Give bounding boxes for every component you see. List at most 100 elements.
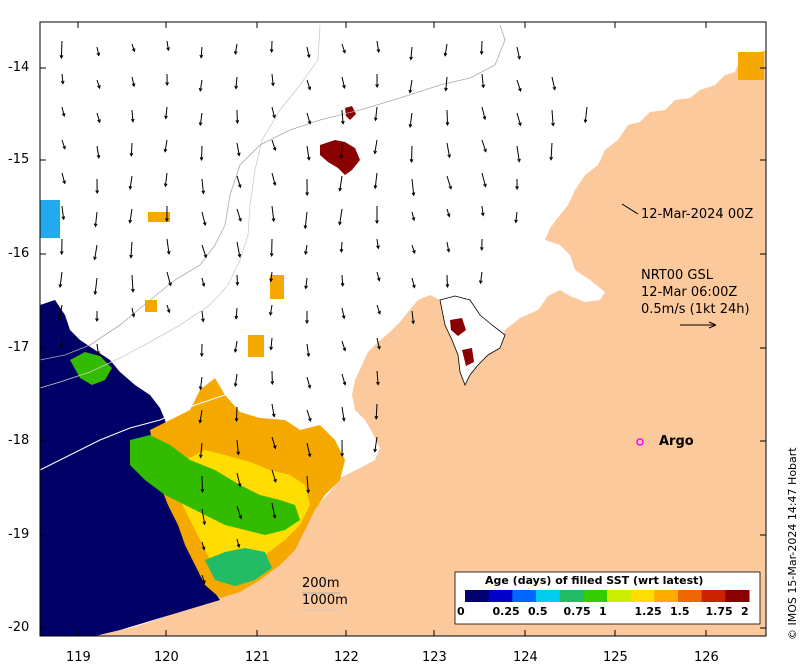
current-arrow	[234, 340, 238, 352]
sst-orange-patch	[148, 212, 170, 222]
contour-1000m	[39, 24, 321, 389]
current-arrowhead	[198, 386, 203, 391]
current-arrowhead	[60, 80, 65, 85]
current-arrow	[411, 310, 414, 324]
current-arrow	[165, 106, 168, 119]
current-arrow	[131, 109, 134, 122]
current-arrowhead	[199, 353, 204, 358]
current-arrowhead	[373, 185, 378, 190]
current-arrowhead	[199, 54, 204, 59]
current-arrowhead	[163, 148, 168, 153]
current-arrowhead	[130, 118, 135, 123]
current-arrow	[446, 241, 450, 252]
current-arrowhead	[583, 119, 588, 124]
current-arrowhead	[62, 180, 66, 185]
current-arrowhead	[517, 158, 521, 163]
current-arrow	[235, 76, 238, 89]
sst-green-south	[205, 548, 272, 586]
current-arrowhead	[271, 82, 275, 87]
colorbar-label: 1	[599, 605, 607, 618]
current-arrow	[551, 109, 554, 126]
current-arrow	[199, 112, 203, 126]
y-tick-label: -20	[8, 620, 30, 635]
current-arrowhead	[166, 250, 171, 255]
sst-green-region	[130, 435, 300, 535]
product-label: NRT00 GSL	[641, 268, 713, 283]
current-arrowhead	[373, 150, 377, 155]
current-arrowhead	[131, 288, 135, 293]
colorbar-segment	[488, 590, 513, 602]
x-tick-label: 125	[603, 650, 628, 665]
current-arrow	[59, 271, 63, 288]
current-arrowhead	[375, 220, 379, 225]
track-date-label: 12-Mar-2024 00Z	[641, 207, 754, 222]
colorbar-segment	[701, 590, 726, 602]
colorbar-segment	[512, 590, 537, 602]
sst-orange-patch	[738, 52, 764, 80]
current-arrowhead	[376, 245, 380, 250]
current-arrowhead	[129, 254, 133, 259]
current-arrow	[341, 76, 345, 89]
current-arrow	[411, 211, 415, 221]
argo-marker[interactable]	[636, 438, 644, 446]
current-arrow	[584, 106, 588, 123]
x-tick-label: 126	[694, 650, 719, 665]
y-tick-label: -15	[8, 152, 30, 167]
current-arrow	[201, 574, 206, 584]
current-arrowhead	[376, 49, 381, 54]
current-arrow	[271, 502, 276, 518]
current-arrow	[96, 46, 100, 56]
current-arrow	[236, 241, 241, 257]
current-arrowhead	[269, 49, 274, 53]
current-arrowhead	[201, 190, 206, 195]
current-arrow	[60, 40, 63, 58]
current-arrowhead	[93, 291, 98, 296]
colorbar-label: 0.5	[528, 605, 548, 618]
current-arrow	[480, 271, 483, 284]
current-arrow	[236, 505, 242, 519]
current-arrow	[481, 139, 487, 152]
current-arrow	[60, 337, 63, 348]
current-arrowhead	[408, 89, 413, 94]
current-arrowhead	[482, 116, 487, 121]
current-arrowhead	[448, 185, 453, 190]
current-arrow	[410, 145, 413, 162]
current-arrowhead	[341, 120, 345, 125]
colorbar-label: 1.75	[705, 605, 733, 618]
current-arrowhead	[305, 192, 309, 197]
current-arrow	[339, 208, 343, 225]
current-arrow	[306, 145, 310, 160]
sst-red-patch-4	[462, 348, 474, 366]
current-arrowhead	[306, 156, 311, 161]
current-arrowhead	[129, 152, 134, 157]
credit-text: © IMOS 15-Mar-2024 14:47 Hobart	[786, 447, 799, 640]
current-arrowhead	[131, 83, 136, 88]
current-arrowhead	[445, 284, 450, 288]
current-arrow	[446, 208, 450, 217]
current-arrowhead	[128, 219, 133, 224]
current-arrow	[236, 175, 241, 188]
colorbar-title: Age (days) of filled SST (wrt latest)	[485, 574, 704, 587]
current-arrow	[271, 73, 274, 86]
current-arrow	[201, 211, 206, 226]
current-arrowhead	[341, 315, 346, 320]
current-arrowhead	[272, 181, 277, 187]
colorbar-label: 2	[741, 605, 749, 618]
colorbar	[465, 590, 750, 602]
current-arrow	[131, 274, 134, 292]
current-arrow	[341, 274, 344, 286]
current-arrowhead	[409, 56, 413, 61]
current-arrow	[61, 106, 65, 117]
current-arrowhead	[198, 454, 203, 459]
colorbar-label: 1.5	[670, 605, 690, 618]
current-arrowhead	[342, 347, 347, 352]
current-arrow	[446, 109, 449, 125]
current-arrow	[341, 406, 345, 421]
current-arrowhead	[479, 247, 484, 252]
current-arrowhead	[549, 156, 554, 161]
colorbar-segment	[536, 590, 561, 602]
current-arrowhead	[58, 284, 63, 289]
sst-old-region	[40, 300, 220, 636]
current-arrow	[304, 211, 308, 229]
